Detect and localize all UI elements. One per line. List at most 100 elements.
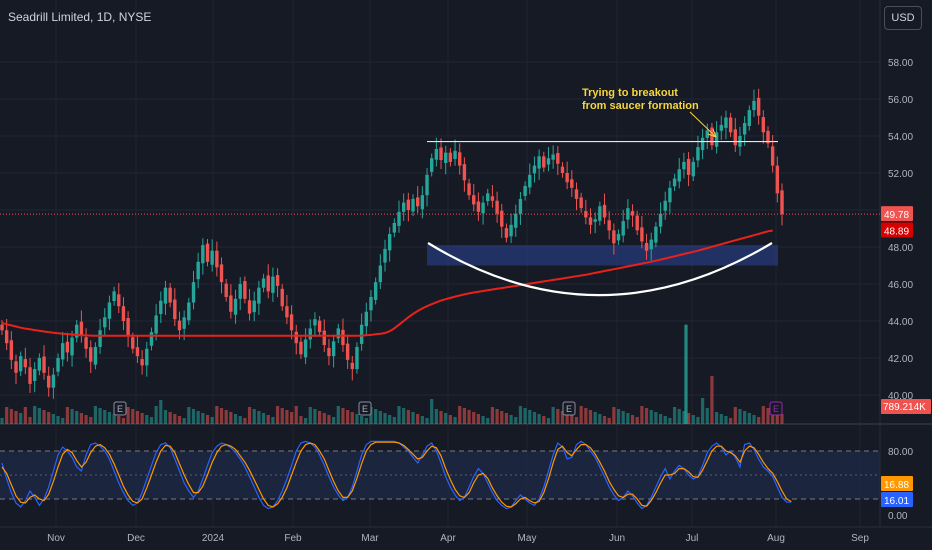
candle-body: [593, 219, 597, 222]
candle: [649, 232, 653, 261]
candle: [710, 122, 714, 150]
candle-body: [677, 169, 681, 182]
candle-body: [289, 314, 294, 331]
candle: [378, 254, 383, 289]
volume-bar: [23, 407, 27, 424]
candle: [261, 273, 266, 293]
candle-body: [145, 348, 149, 366]
candle: [313, 312, 317, 337]
volume-bar: [313, 409, 317, 424]
volume-bar: [584, 408, 588, 424]
volume-bar: [303, 418, 308, 424]
candle-body: [252, 300, 256, 313]
volume-bar: [229, 412, 233, 424]
volume-bar: [196, 411, 200, 424]
candle-body: [303, 339, 308, 358]
candle: [523, 181, 527, 201]
volume-spike: [684, 324, 688, 424]
candle: [724, 110, 728, 140]
candle: [154, 304, 158, 341]
candle-body: [201, 245, 205, 264]
price-tick-label: 40.00: [888, 391, 913, 402]
candle: [317, 316, 322, 337]
candle: [84, 328, 88, 358]
volume-bar: [266, 415, 270, 424]
volume-bar: [61, 418, 65, 424]
last-price-badge: 49.78: [881, 206, 913, 222]
candle: [37, 353, 42, 376]
candle-body: [345, 343, 350, 360]
candle: [201, 238, 205, 275]
candle: [686, 152, 691, 187]
candle-body: [542, 156, 546, 168]
volume-bar: [640, 406, 644, 424]
candle-body: [710, 127, 714, 146]
volume-badge-text: 789.214K: [883, 402, 926, 413]
candle: [640, 216, 644, 249]
volume-bar: [677, 409, 681, 424]
candle-body: [341, 329, 345, 346]
candle-body: [93, 346, 98, 365]
candle-body: [261, 278, 266, 288]
volume-bar: [75, 411, 79, 424]
candle-body: [602, 204, 607, 218]
currency-button[interactable]: USD: [884, 6, 922, 30]
candle-body: [518, 198, 523, 214]
volume-bar: [472, 412, 476, 424]
candle-body: [233, 298, 238, 315]
candle-body: [322, 330, 326, 346]
candle-body: [733, 129, 737, 146]
candle: [742, 116, 747, 146]
volume-bar: [710, 376, 714, 424]
candle-body: [107, 302, 112, 319]
volume-bar: [420, 416, 424, 424]
chart-title: Seadrill Limited, 1D, NYSE: [8, 10, 152, 24]
volume-bar: [476, 414, 481, 424]
candle-body: [173, 299, 177, 320]
volume-bar: [448, 415, 452, 424]
candle: [607, 211, 611, 240]
candle-body: [336, 328, 340, 339]
candle-body: [686, 158, 691, 175]
candle: [285, 294, 289, 325]
time-tick-label: Jun: [609, 533, 625, 544]
volume-bar: [346, 410, 350, 424]
candle: [775, 156, 780, 203]
candle: [126, 311, 130, 348]
candle-body: [4, 330, 9, 344]
volume-bar: [336, 406, 340, 424]
candle-body: [682, 161, 686, 170]
candle: [556, 146, 560, 176]
volume-bar: [523, 408, 527, 424]
candle-body: [696, 147, 700, 161]
candle-body: [630, 211, 635, 216]
stoch-tick-label: 80.00: [888, 447, 913, 458]
price-tick-label: 56.00: [888, 95, 913, 106]
volume-bar: [560, 411, 565, 424]
candle-body: [383, 248, 387, 263]
candle-body: [327, 348, 331, 357]
candle-body: [668, 187, 672, 203]
candle-body: [243, 281, 247, 299]
candle: [672, 173, 677, 191]
price-badges: 49.78 48.89 789.214K 16.88 16.01: [881, 206, 931, 507]
candle-body: [154, 315, 158, 334]
volume-bar: [107, 412, 112, 424]
candle: [252, 291, 256, 322]
stoch-d-badge: 16.88: [881, 476, 913, 491]
volume-bar: [453, 417, 457, 424]
candle: [472, 183, 476, 212]
volume-bar: [247, 407, 252, 424]
candle-body: [532, 165, 537, 174]
candle-body: [275, 275, 280, 286]
candle: [401, 193, 406, 221]
candle: [355, 342, 359, 374]
candle-body: [691, 161, 695, 177]
stoch-k-badge: 16.01: [881, 492, 913, 507]
candle: [387, 227, 392, 262]
candle-body: [37, 358, 42, 371]
candle-body: [490, 196, 495, 201]
time-tick-label: Dec: [127, 533, 145, 544]
candle-body: [117, 294, 121, 307]
